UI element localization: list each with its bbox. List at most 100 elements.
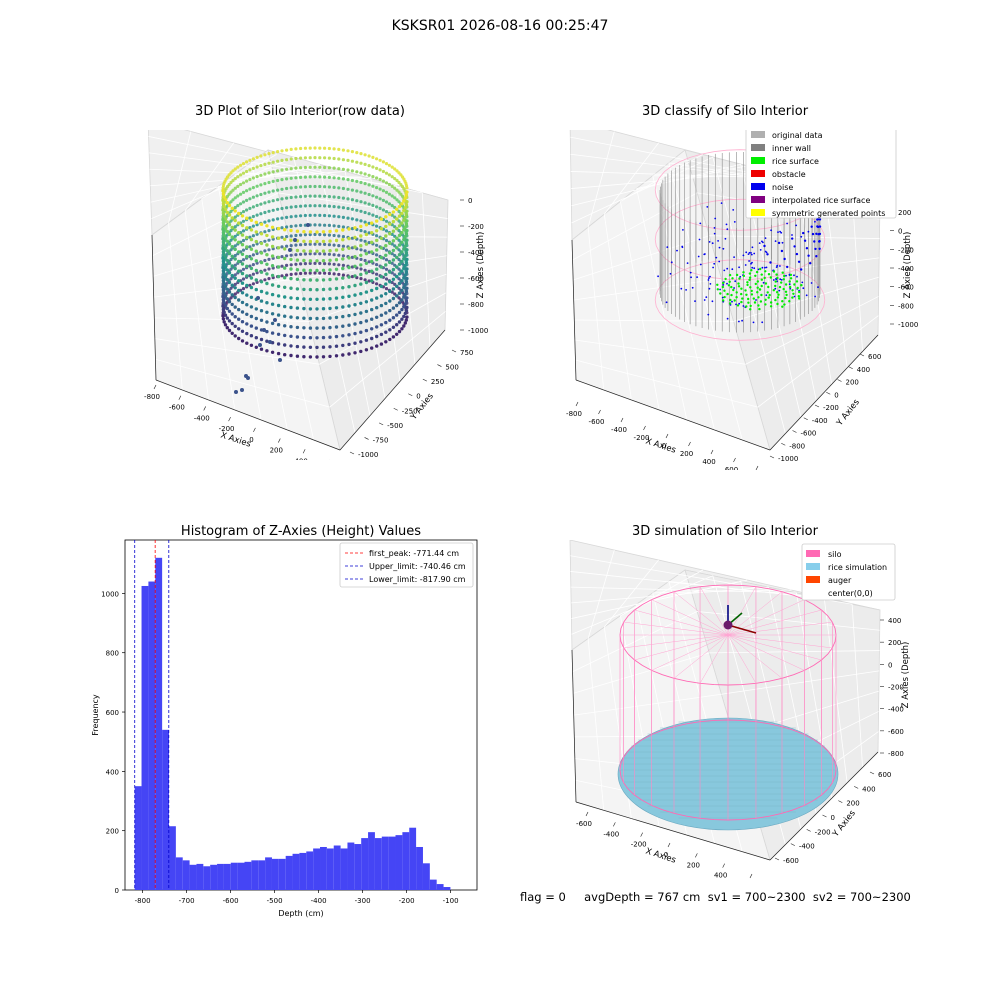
p1-point xyxy=(318,242,322,246)
p2-noise-point xyxy=(781,241,784,244)
p2-rice-point xyxy=(785,293,788,297)
p1-point xyxy=(347,342,351,347)
p1-point xyxy=(391,296,396,301)
p1-point xyxy=(397,296,401,300)
p1-point xyxy=(353,226,357,230)
p1-point xyxy=(293,238,297,242)
p1-point xyxy=(294,272,298,276)
p2-rice-point xyxy=(744,289,747,292)
p1-point xyxy=(397,301,402,305)
p1-point xyxy=(221,246,225,251)
p2-noise-point xyxy=(733,256,735,258)
p2-noise-point xyxy=(776,264,779,267)
p1-point xyxy=(321,297,326,301)
p2-rice-point xyxy=(755,270,759,274)
p1-point xyxy=(225,220,229,224)
p2-noise-point xyxy=(669,272,672,275)
p1-point xyxy=(254,239,258,244)
p2-legend-swatch xyxy=(751,183,765,190)
p1-point xyxy=(405,286,409,290)
figure-suptitle: KSKSR01 2026-08-16 00:25:47 xyxy=(391,18,609,34)
p1-point xyxy=(251,186,255,190)
p4-y-tick xyxy=(774,857,780,861)
p2-noise-point xyxy=(761,321,764,324)
p2-noise-point xyxy=(665,301,668,304)
p1-point xyxy=(395,332,399,336)
p2-rice-point xyxy=(723,289,726,292)
p1-point xyxy=(381,208,385,212)
p1-point xyxy=(381,179,385,183)
p1-point xyxy=(308,355,313,359)
p2-noise-point xyxy=(800,235,803,238)
p1-point xyxy=(263,220,267,224)
p1-point xyxy=(251,282,255,286)
p1-point xyxy=(318,184,322,189)
p1-point xyxy=(267,190,271,194)
p2-rice-point xyxy=(784,296,787,300)
p1-point xyxy=(359,272,363,277)
p1-point xyxy=(276,351,281,356)
p2-legend-label: rice surface xyxy=(772,157,819,166)
p1-point xyxy=(267,171,271,175)
p1-point xyxy=(276,303,281,308)
p1-point xyxy=(222,214,226,218)
p1-point xyxy=(405,305,409,310)
p2-noise-point xyxy=(713,227,716,229)
p1-point xyxy=(375,286,379,291)
p1-point xyxy=(391,277,396,281)
p2-x-tick-label: -200 xyxy=(634,434,650,442)
p4-z-tick-label: 0 xyxy=(888,661,892,669)
p1-point xyxy=(321,259,326,263)
p1-point xyxy=(393,186,397,190)
p1-point xyxy=(283,256,287,261)
p1-point xyxy=(405,315,409,319)
p1-point xyxy=(403,225,407,229)
p2-rice-point xyxy=(735,273,739,277)
p1-point xyxy=(271,218,275,222)
p1-point xyxy=(405,238,409,242)
p3-bar xyxy=(313,848,320,890)
p1-point xyxy=(294,243,298,247)
p1-point xyxy=(255,194,259,198)
p1-point xyxy=(271,199,275,203)
p1-point xyxy=(221,317,226,321)
p1-point xyxy=(256,296,260,300)
p2-z-tick-label: 0 xyxy=(898,228,902,236)
p4-simulation xyxy=(617,584,839,831)
p2-x-tick xyxy=(620,417,624,423)
p2-noise-point xyxy=(680,287,683,290)
p1-point xyxy=(402,247,406,251)
p1-point xyxy=(402,228,406,232)
p3-y-tick-label: 1000 xyxy=(101,590,119,598)
p3-bar xyxy=(175,857,183,890)
p1-point xyxy=(303,233,307,237)
p1-point xyxy=(387,202,391,206)
p2-noise-point xyxy=(709,275,711,278)
p1-point xyxy=(237,317,241,321)
p1-point xyxy=(240,291,245,295)
p4-silo-roof xyxy=(651,599,729,636)
p1-point xyxy=(251,234,255,238)
p1-point xyxy=(233,234,237,238)
p2-y-tick xyxy=(803,417,808,421)
p1-point xyxy=(375,277,379,281)
p1-point xyxy=(313,194,317,198)
p1-point xyxy=(395,246,399,250)
p2-rice-point xyxy=(760,293,763,297)
p1-point xyxy=(341,177,345,181)
p1-point xyxy=(364,300,369,304)
p2-legend-swatch xyxy=(751,170,765,177)
p2-rice-point xyxy=(723,295,726,299)
p2-rice-point xyxy=(791,289,794,292)
p1-point xyxy=(388,328,392,332)
p1-point xyxy=(387,173,391,177)
p1-point xyxy=(353,255,357,259)
p1-point xyxy=(353,274,357,278)
p2-noise-point xyxy=(810,282,813,284)
p1-point xyxy=(308,326,313,330)
p1-point xyxy=(245,245,249,249)
p3-legend-label: Lower_limit: -817.90 cm xyxy=(369,575,466,584)
p1-point xyxy=(254,316,258,321)
p2-noise-point xyxy=(779,265,781,267)
p1-point xyxy=(397,262,402,266)
